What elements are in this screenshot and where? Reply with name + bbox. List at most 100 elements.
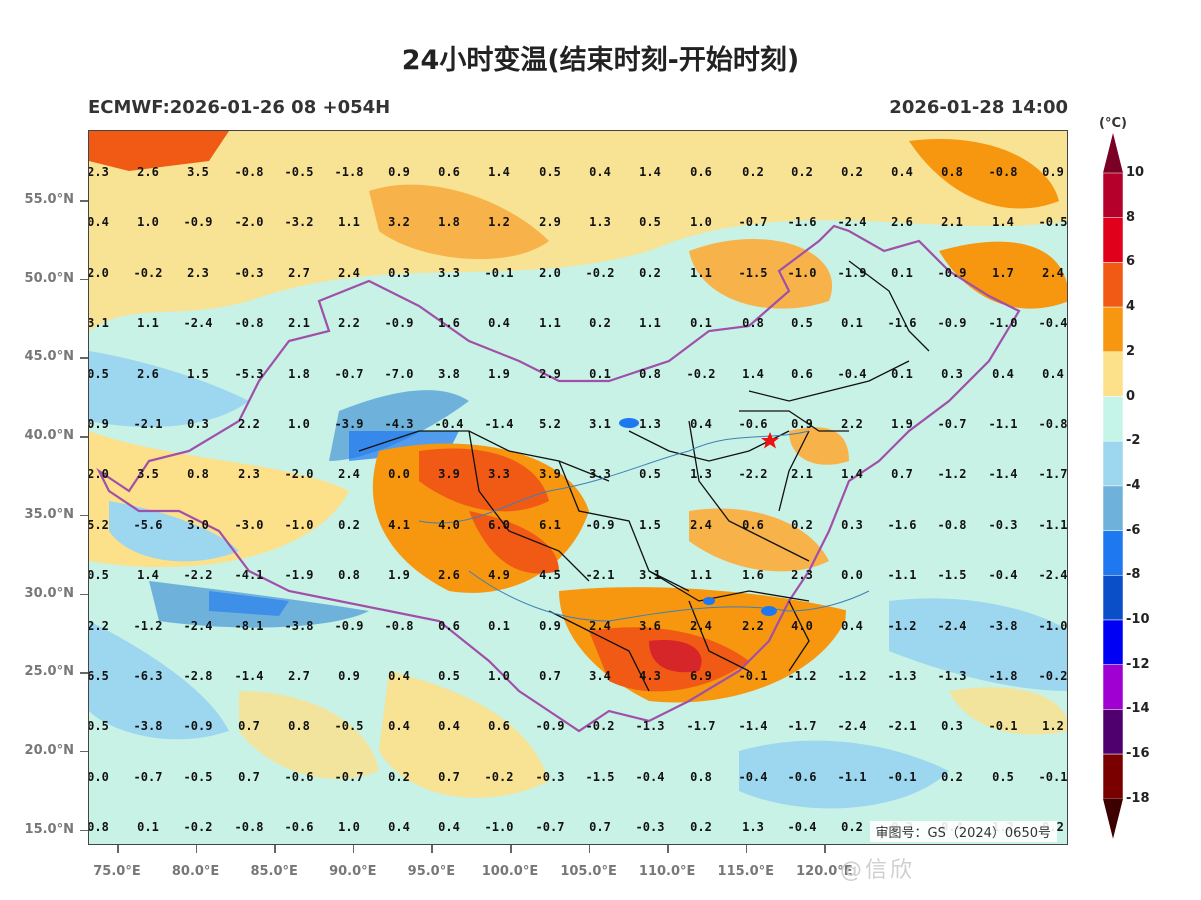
lon-tick-mark (274, 845, 276, 853)
grid-value: 3.3 (438, 265, 460, 280)
grid-value: -2.0 (284, 467, 314, 482)
grid-value: 2.3 (88, 165, 109, 179)
grid-value: 0.2 (791, 165, 813, 179)
grid-value: -0.2 (585, 265, 615, 280)
grid-value: 2.0 (539, 265, 561, 280)
lat-tick-label: 30.0°N (24, 585, 74, 601)
map-background (89, 131, 1067, 844)
grid-value: 0.0 (388, 467, 410, 482)
grid-value: 6.9 (690, 669, 712, 683)
grid-value: 2.3 (791, 568, 813, 583)
grid-value: 0.8 (742, 316, 764, 331)
grid-value: 2.0 (88, 467, 109, 482)
grid-value: 0.0 (841, 568, 863, 583)
grid-value: -0.8 (234, 316, 264, 331)
grid-value: 1.4 (992, 215, 1014, 230)
grid-value: -1.1 (887, 568, 917, 583)
colorbar-segment (1102, 575, 1124, 621)
colorbar-segment (1102, 664, 1124, 710)
grid-value: 0.8 (88, 820, 109, 835)
grid-value: -1.7 (686, 719, 716, 734)
grid-value: -1.3 (887, 669, 917, 683)
grid-value: 1.4 (742, 366, 764, 381)
grid-value: 0.4 (388, 820, 410, 835)
grid-value: 0.4 (841, 618, 863, 633)
grid-value: 0.9 (338, 669, 360, 683)
grid-value: 0.5 (639, 215, 661, 230)
grid-value: 0.6 (438, 165, 460, 179)
grid-value: -8.1 (234, 618, 264, 633)
grid-value: 0.9 (88, 417, 109, 431)
grid-value: 1.8 (438, 215, 460, 230)
lon-tick-mark (510, 845, 512, 853)
grid-value: -0.7 (535, 820, 565, 835)
lon-tick-mark (195, 845, 198, 853)
grid-value: 1.1 (639, 316, 661, 331)
grid-value: 1.4 (639, 165, 661, 179)
grid-value: -1.2 (787, 669, 817, 683)
grid-value: -0.6 (284, 820, 314, 835)
grid-value: -7.0 (384, 366, 414, 381)
grid-value: -6.3 (133, 669, 163, 683)
grid-value: 0.5 (639, 467, 661, 482)
grid-value: -0.4 (1038, 316, 1068, 331)
colorbar-segment (1102, 485, 1124, 531)
valid-time-label: 2026-01-28 14:00 (889, 97, 1068, 118)
grid-value: 0.7 (238, 719, 260, 734)
grid-value: 0.2 (338, 517, 360, 532)
colorbar-label: -8 (1126, 567, 1141, 583)
grid-value: 0.8 (187, 467, 209, 482)
grid-value: 0.2 (589, 316, 611, 331)
lat-tick-label: 15.0°N (24, 821, 74, 837)
grid-value: -1.0 (284, 517, 314, 532)
grid-value: 0.5 (88, 366, 109, 381)
grid-value: 3.1 (88, 316, 109, 331)
lat-tick-mark (80, 829, 88, 832)
grid-value: -2.4 (837, 215, 867, 230)
grid-value: 0.5 (539, 165, 561, 179)
grid-value: 2.4 (589, 618, 611, 633)
colorbar-segment (1102, 753, 1124, 800)
lon-tick-mark (352, 845, 355, 853)
grid-value: 0.0 (88, 769, 109, 784)
grid-value: 2.4 (338, 467, 360, 482)
grid-value: -0.8 (1038, 417, 1068, 431)
grid-value: 0.4 (992, 366, 1014, 381)
grid-value: -1.3 (635, 719, 665, 734)
grid-value: 0.7 (891, 467, 913, 482)
grid-value: 0.2 (841, 820, 863, 835)
grid-value: -0.5 (183, 769, 213, 784)
grid-value: 1.8 (288, 366, 310, 381)
grid-value: -3.8 (988, 618, 1018, 633)
lat-tick-mark (80, 514, 88, 517)
grid-value: 2.2 (88, 618, 109, 633)
colorbar-label: 0 (1126, 388, 1136, 404)
grid-value: 2.7 (288, 265, 310, 280)
grid-value: 0.3 (941, 719, 963, 734)
grid-value: -0.3 (234, 265, 264, 280)
grid-value: 3.2 (388, 215, 410, 230)
grid-value: -0.4 (988, 568, 1018, 583)
grid-value: -2.2 (738, 467, 768, 482)
grid-value: 1.5 (187, 366, 209, 381)
grid-value: 0.5 (791, 316, 813, 331)
grid-value: -1.0 (484, 820, 514, 835)
grid-value: -3.9 (334, 417, 364, 431)
grid-value: 3.0 (187, 517, 209, 532)
grid-value: 0.9 (791, 417, 813, 431)
grid-value: -1.4 (234, 669, 264, 683)
grid-value: 0.4 (388, 669, 410, 683)
colorbar-label: 8 (1126, 209, 1136, 225)
model-run-label: ECMWF:2026-01-26 08 +054H (88, 97, 391, 118)
grid-value: 0.7 (438, 769, 460, 784)
grid-value: 1.0 (690, 215, 712, 230)
grid-value: 2.6 (891, 215, 913, 230)
grid-value: 3.5 (187, 165, 209, 179)
grid-value: 3.3 (488, 467, 510, 482)
grid-value: 2.6 (137, 366, 159, 381)
grid-value: -1.0 (787, 265, 817, 280)
grid-value: -1.5 (738, 265, 768, 280)
grid-value: -3.8 (133, 719, 163, 734)
grid-value: -2.4 (937, 618, 967, 633)
grid-value: -1.9 (284, 568, 314, 583)
